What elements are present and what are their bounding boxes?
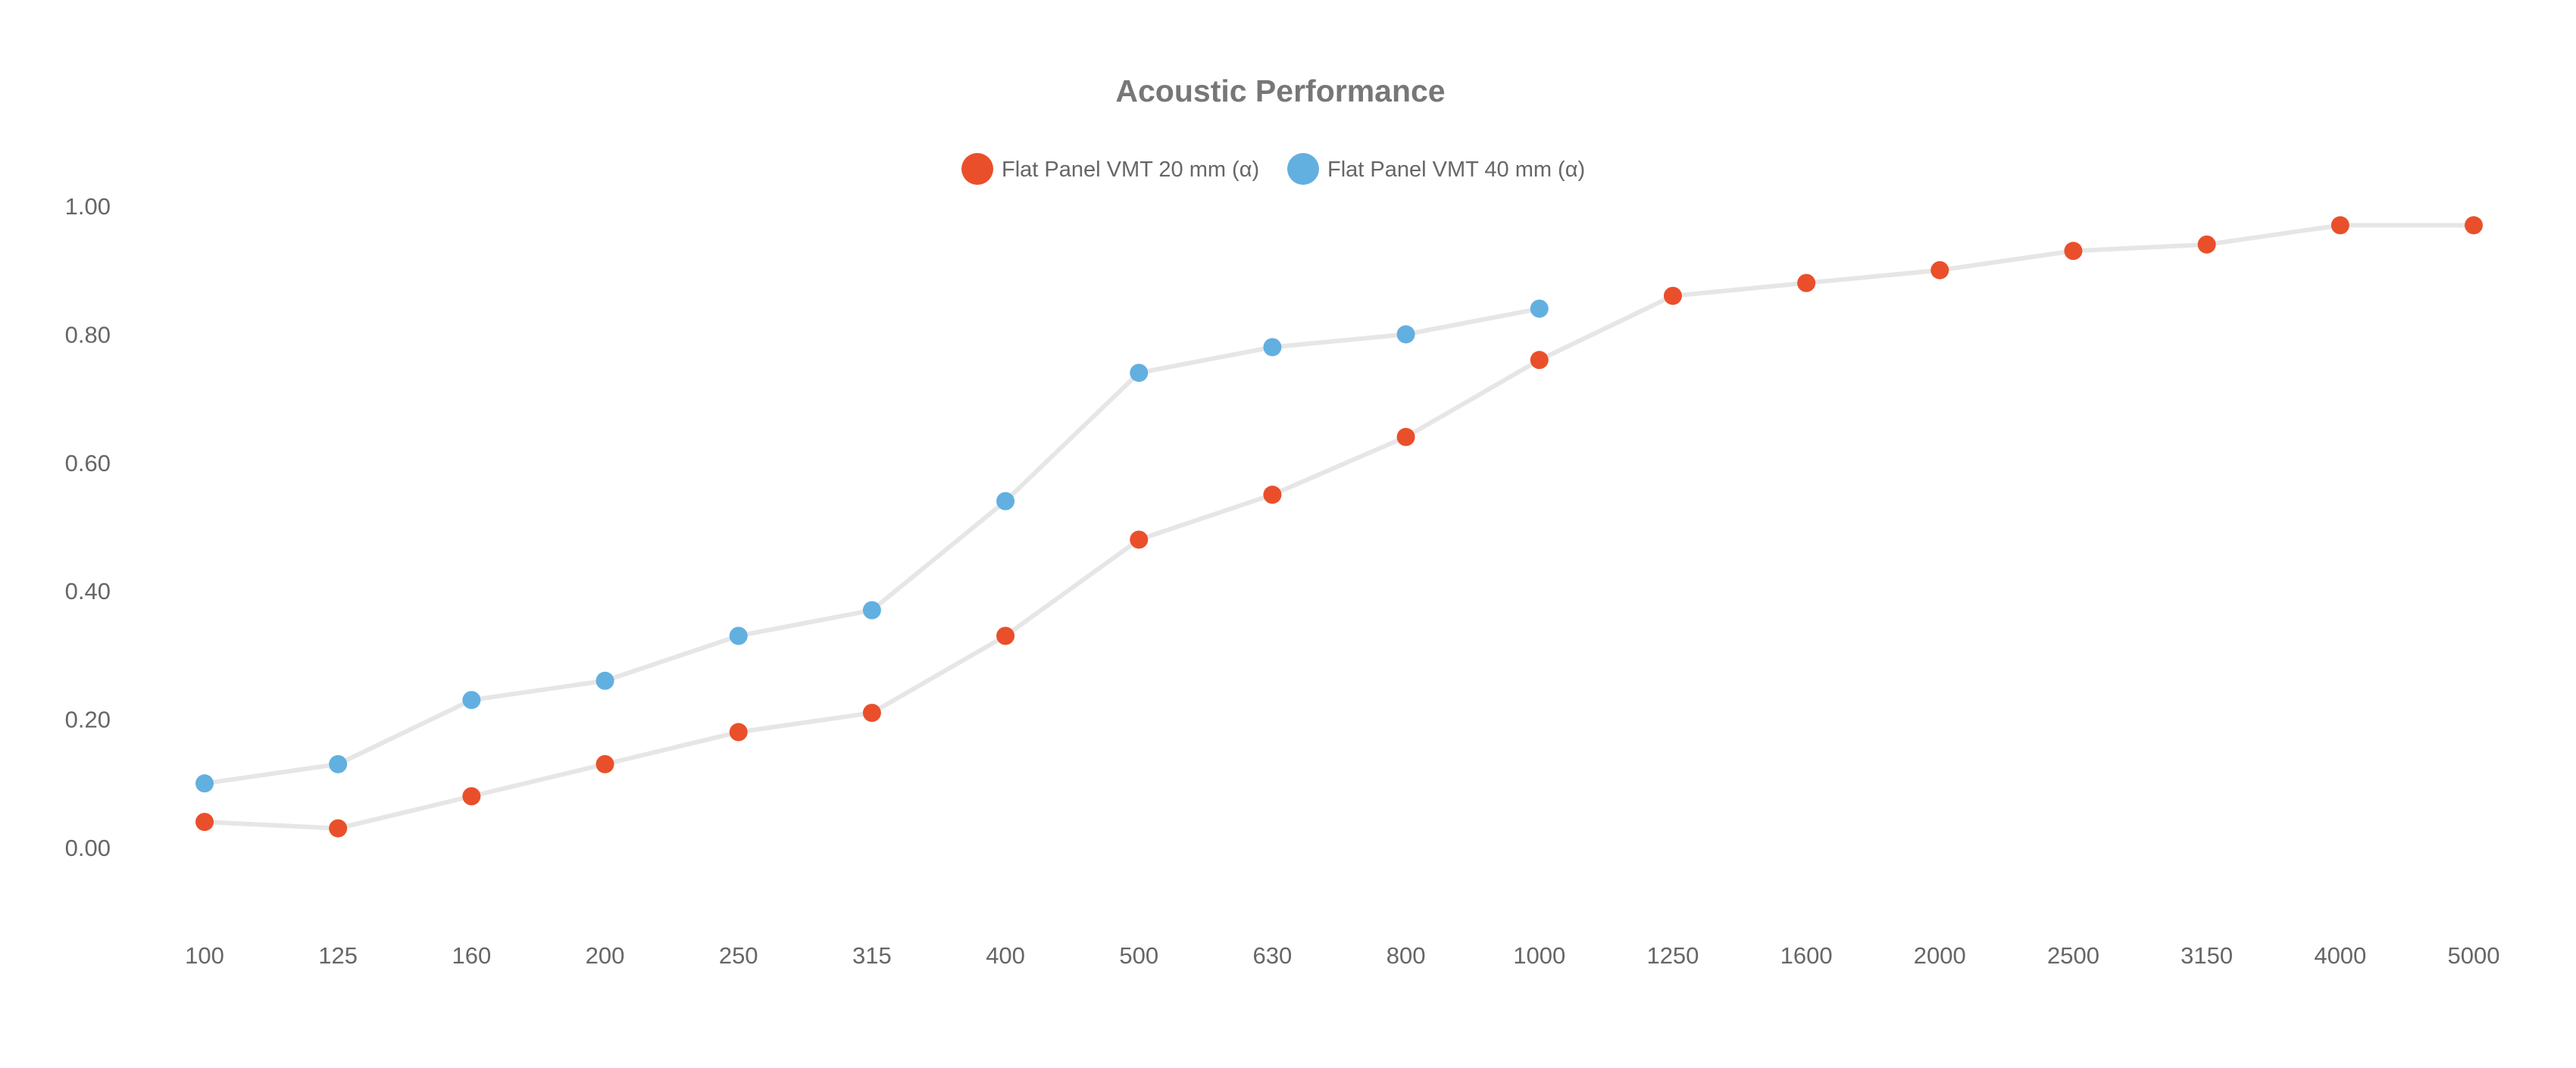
y-tick-label: 0.20 bbox=[65, 707, 111, 733]
y-axis: 0.00 0.20 0.40 0.60 0.80 1.00 bbox=[65, 193, 111, 861]
data-point-series-1[interactable] bbox=[596, 754, 614, 773]
data-point-series-2[interactable] bbox=[462, 691, 481, 710]
data-point-series-2[interactable] bbox=[996, 492, 1015, 511]
data-point-series-1[interactable] bbox=[462, 787, 481, 806]
x-tick-label: 630 bbox=[1253, 942, 1293, 969]
x-tick-label: 5000 bbox=[2448, 942, 2500, 969]
series-line-1 bbox=[202, 223, 2476, 831]
data-point-series-1[interactable] bbox=[1263, 486, 1282, 504]
data-point-series-1[interactable] bbox=[729, 723, 748, 742]
data-point-series-2[interactable] bbox=[862, 601, 881, 620]
data-point-series-1[interactable] bbox=[1396, 427, 1415, 446]
data-point-series-2[interactable] bbox=[1530, 299, 1549, 318]
data-point-series-2[interactable] bbox=[329, 754, 348, 773]
data-point-series-1[interactable] bbox=[1797, 273, 1816, 292]
data-point-series-1[interactable] bbox=[195, 813, 214, 832]
data-point-series-1[interactable] bbox=[329, 819, 348, 838]
legend-label: Flat Panel VMT 20 mm (α) bbox=[1002, 158, 1259, 182]
x-tick-label: 100 bbox=[185, 942, 224, 969]
x-tick-label: 1600 bbox=[1780, 942, 1833, 969]
x-tick-label: 2000 bbox=[1914, 942, 1966, 969]
x-tick-label: 250 bbox=[719, 942, 758, 969]
chart-title: Acoustic Performance bbox=[1115, 73, 1445, 108]
data-point-series-2[interactable] bbox=[1396, 325, 1415, 344]
y-tick-label: 0.00 bbox=[65, 835, 111, 861]
data-point-series-1[interactable] bbox=[2064, 242, 2083, 261]
x-tick-label: 1250 bbox=[1646, 942, 1699, 969]
y-tick-label: 0.40 bbox=[65, 578, 111, 604]
x-tick-label: 500 bbox=[1119, 942, 1158, 969]
x-tick-label: 400 bbox=[986, 942, 1025, 969]
data-point-series-1[interactable] bbox=[2465, 216, 2483, 235]
x-tick-label: 4000 bbox=[2314, 942, 2366, 969]
x-tick-label: 200 bbox=[586, 942, 625, 969]
data-point-series-1[interactable] bbox=[862, 704, 881, 723]
data-point-series-1[interactable] bbox=[1663, 286, 1682, 305]
legend: Flat Panel VMT 20 mm (α) Flat Panel VMT 4… bbox=[961, 153, 1585, 185]
series-lines bbox=[202, 223, 2476, 831]
data-point-series-2[interactable] bbox=[1130, 364, 1149, 383]
legend-marker bbox=[1287, 153, 1319, 185]
data-point-series-1[interactable] bbox=[1130, 530, 1149, 549]
data-point-series-2[interactable] bbox=[729, 626, 748, 645]
y-tick-label: 1.00 bbox=[65, 193, 111, 220]
data-point-series-2[interactable] bbox=[195, 774, 214, 793]
x-tick-label: 3150 bbox=[2181, 942, 2233, 969]
data-point-series-1[interactable] bbox=[2331, 216, 2349, 235]
x-tick-label: 160 bbox=[452, 942, 491, 969]
x-tick-label: 315 bbox=[852, 942, 892, 969]
data-point-series-1[interactable] bbox=[2197, 235, 2216, 254]
x-tick-label: 1000 bbox=[1513, 942, 1565, 969]
legend-item[interactable]: Flat Panel VMT 20 mm (α) bbox=[961, 153, 1259, 185]
x-axis: 100 125 160 200 250 315 400 500 630 800 1000 1250 16… bbox=[185, 942, 2499, 969]
legend-marker bbox=[961, 153, 993, 185]
x-tick-label: 2500 bbox=[2047, 942, 2099, 969]
data-point-series-1[interactable] bbox=[1530, 351, 1549, 370]
data-point-series-1[interactable] bbox=[1930, 261, 1949, 279]
legend-label: Flat Panel VMT 40 mm (α) bbox=[1327, 158, 1585, 182]
y-tick-label: 0.80 bbox=[65, 321, 111, 348]
data-point-series-2[interactable] bbox=[1263, 338, 1282, 357]
legend-item[interactable]: Flat Panel VMT 40 mm (α) bbox=[1287, 153, 1585, 185]
x-tick-label: 800 bbox=[1386, 942, 1426, 969]
data-point-series-2[interactable] bbox=[596, 671, 614, 690]
data-point-series-1[interactable] bbox=[996, 626, 1015, 645]
data-points bbox=[195, 216, 2483, 838]
y-tick-label: 0.60 bbox=[65, 450, 111, 476]
x-tick-label: 125 bbox=[318, 942, 358, 969]
